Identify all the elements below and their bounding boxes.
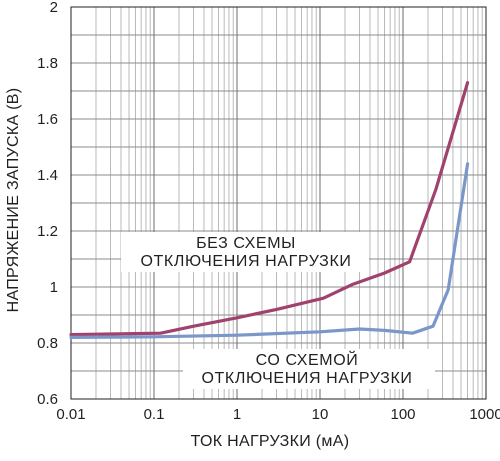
y-axis-title: НАПРЯЖЕНИЕ ЗАПУСКА (В) [5, 88, 22, 313]
annotation-with-circuit-line-2: ОТКЛЮЧЕНИЯ НАГРУЗКИ [202, 370, 413, 387]
series-line [69, 81, 470, 337]
annotation-without-circuit-line-1: БЕЗ СХЕМЫ [196, 235, 296, 252]
x-tick-label: 1 [233, 406, 241, 423]
annotation-without-circuit-line-2: ОТКЛЮЧЕНИЯ НАГРУЗКИ [141, 253, 352, 270]
x-tick-labels: 0.01 0.1 1 10 100 1000 [56, 406, 500, 423]
x-axis-title: ТОК НАГРУЗКИ (мА) [191, 433, 350, 450]
x-tick-label: 0.1 [144, 406, 165, 423]
y-tick-label: 1.4 [37, 167, 58, 184]
y-tick-label: 1.2 [37, 223, 58, 240]
series-layer [69, 81, 470, 339]
annotation-box [183, 349, 435, 389]
y-tick-label: 0.8 [37, 335, 58, 352]
y-tick-label: 1.6 [37, 111, 58, 128]
annotation-box [121, 232, 369, 272]
y-tick-labels: 0.6 0.8 1 1.2 1.4 1.6 1.8 2 [37, 0, 58, 408]
plot-frame [70, 6, 487, 400]
annotation-with-circuit-line-1: СО СХЕМОЙ [256, 350, 359, 369]
annotation-with-circuit-background [183, 349, 435, 389]
x-tick-label: 10 [312, 406, 329, 423]
y-tick-label: 1 [50, 279, 58, 296]
y-tick-label: 0.6 [37, 391, 58, 408]
y-tick-label: 2 [50, 0, 58, 16]
x-tick-label: 1000 [469, 406, 500, 423]
annotation-without-circuit-background [121, 232, 369, 272]
grid-minor [71, 7, 486, 399]
y-tick-label: 1.8 [37, 55, 58, 72]
series-line [69, 162, 470, 339]
x-tick-label: 0.01 [56, 406, 85, 423]
x-tick-label: 100 [390, 406, 415, 423]
